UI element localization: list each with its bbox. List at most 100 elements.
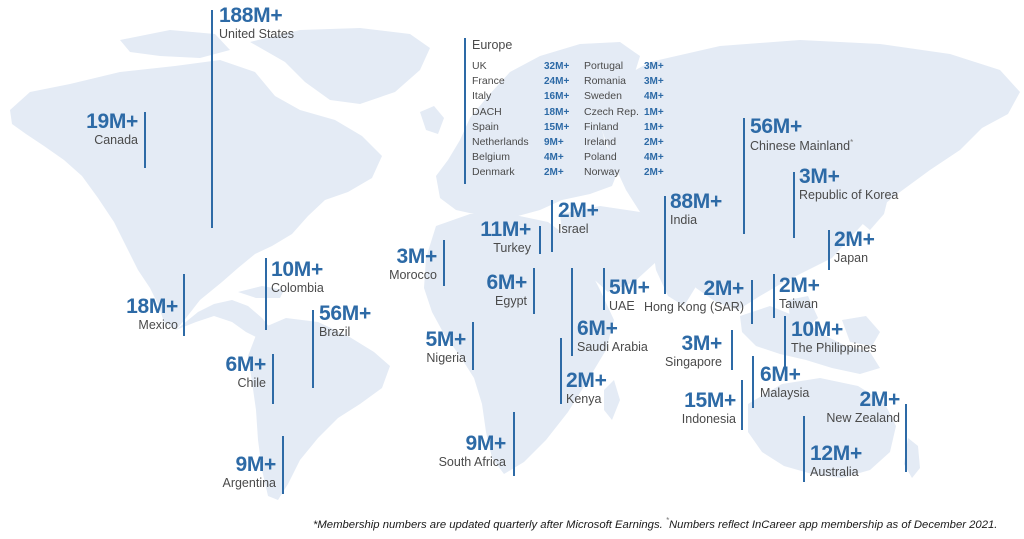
stat-value: 9M+ [465,432,506,455]
europe-country-name: Netherlands [472,135,529,148]
footnote-text-1: *Membership numbers are updated quarterl… [313,518,666,531]
stat-region-name: Taiwan [779,297,818,311]
stat-region-name: South Africa [438,455,506,469]
stat-value: 56M+ [319,302,371,325]
stat-kenya: 2M+ Kenya [566,370,607,406]
europe-row: Italy 16M+ [472,90,572,105]
europe-country-value: 4M+ [544,152,564,164]
stat-brazil: 56M+ Brazil [319,303,371,339]
europe-country-name: France [472,75,505,88]
europe-row: DACH 18M+ [472,106,572,121]
europe-row: Norway 2M+ [584,166,670,181]
mexico-leader-line [183,274,185,336]
chinese-mainland-leader-line [743,118,745,234]
stat-value: 2M+ [558,199,599,222]
stat-value: 19M+ [86,110,138,133]
israel-leader-line [551,200,553,252]
europe-row: Netherlands 9M+ [472,136,572,151]
stat-region-name: Chinese Mainland* [750,138,854,154]
stat-value: 10M+ [791,318,843,341]
stat-region-name: Mexico [138,318,178,332]
stat-value: 2M+ [779,274,820,297]
colombia-leader-line [265,258,267,330]
europe-country-name: Spain [472,120,499,133]
stat-value: 2M+ [859,388,900,411]
stat-israel: 2M+ Israel [558,200,599,236]
africa-landmass [424,214,614,474]
chile-leader-line [272,354,274,404]
stat-australia: 12M+ Australia [810,443,862,479]
footnote-mark: * [850,138,854,147]
stat-value: 6M+ [486,271,527,294]
morocco-leader-line [443,240,445,286]
europe-country-name: Italy [472,90,492,103]
stat-region-name: Australia [810,465,859,479]
europe-row: Denmark 2M+ [472,166,572,181]
stat-region-name: India [670,213,698,227]
stat-singapore: 3M+ Singapore [665,333,722,369]
stat-taiwan: 2M+ Taiwan [779,275,820,311]
europe-country-name: DACH [472,105,502,118]
europe-country-name: UK [472,60,487,72]
footnote-text-2: Numbers reflect InCareer app membership … [669,518,998,531]
stat-region-name: The Philippines [791,341,877,355]
stat-value: 3M+ [799,165,840,188]
stat-saudi-arabia: 6M+ Saudi Arabia [577,318,648,354]
stat-region-name: New Zealand [826,411,900,425]
stat-uae: 5M+ UAE [609,277,650,313]
europe-row: Portugal 3M+ [584,60,670,75]
stat-india: 88M+ India [670,191,722,227]
europe-country-value: 24M+ [544,76,570,88]
europe-landmass [436,42,640,218]
europe-country-name: Sweden [584,90,622,103]
stat-region-name: United States [219,27,295,41]
europe-row: Belgium 4M+ [472,151,572,166]
stat-value: 12M+ [810,442,862,465]
taiwan-leader-line [773,274,775,318]
europe-country-name: Romania [584,75,627,88]
stat-mexico: 18M+ Mexico [126,296,178,332]
europe-country-value: 3M+ [644,61,664,72]
stat-value: 6M+ [760,363,801,386]
singapore-leader-line [731,330,733,370]
stat-hong-kong: 2M+ Hong Kong (SAR) [644,278,744,314]
europe-row: Sweden 4M+ [584,90,670,105]
brazil-leader-line [312,310,314,388]
stat-argentina: 9M+ Argentina [222,454,276,490]
stat-new-zealand: 2M+ New Zealand [826,389,900,425]
stat-region-name: Brazil [319,325,351,339]
stat-value: 3M+ [396,245,437,268]
europe-country-value: 3M+ [644,76,664,88]
stat-region-name: Japan [834,251,869,265]
stat-region-name: Colombia [271,281,324,295]
stat-egypt: 6M+ Egypt [486,272,527,308]
stat-value: 10M+ [271,258,323,281]
stat-south-africa: 9M+ South Africa [438,432,507,469]
stat-region-name: Saudi Arabia [577,340,648,354]
greenland-landmass [250,28,430,104]
europe-country-value: 32M+ [544,61,570,72]
north-america-landmass [10,60,382,330]
nigeria-leader-line [472,322,474,370]
saudi-arabia-leader-line [571,268,573,356]
europe-country-name: Finland [584,120,619,133]
stat-chile: 6M+ Chile [225,354,266,390]
europe-country-name: Norway [584,166,620,179]
korea-leader-line [793,172,795,238]
kenya-leader-line [560,338,562,404]
stat-region-name: Israel [558,222,589,236]
stat-region-name: Morocco [389,268,437,282]
europe-row: Finland 1M+ [584,121,670,136]
stat-value: 3M+ [681,332,722,355]
stat-value: 18M+ [126,295,178,318]
stat-region-name: Chile [237,376,267,390]
europe-country-value: 16M+ [544,91,570,103]
europe-row: UK 32M+ [472,60,572,75]
stat-region-name: Hong Kong (SAR) [643,300,744,314]
stat-region-name: Kenya [566,392,602,406]
stat-canada: 19M+ Canada [86,111,138,147]
stat-value: 5M+ [609,276,650,299]
stat-region-name: Egypt [495,294,527,308]
stat-region-name: UAE [609,299,635,313]
